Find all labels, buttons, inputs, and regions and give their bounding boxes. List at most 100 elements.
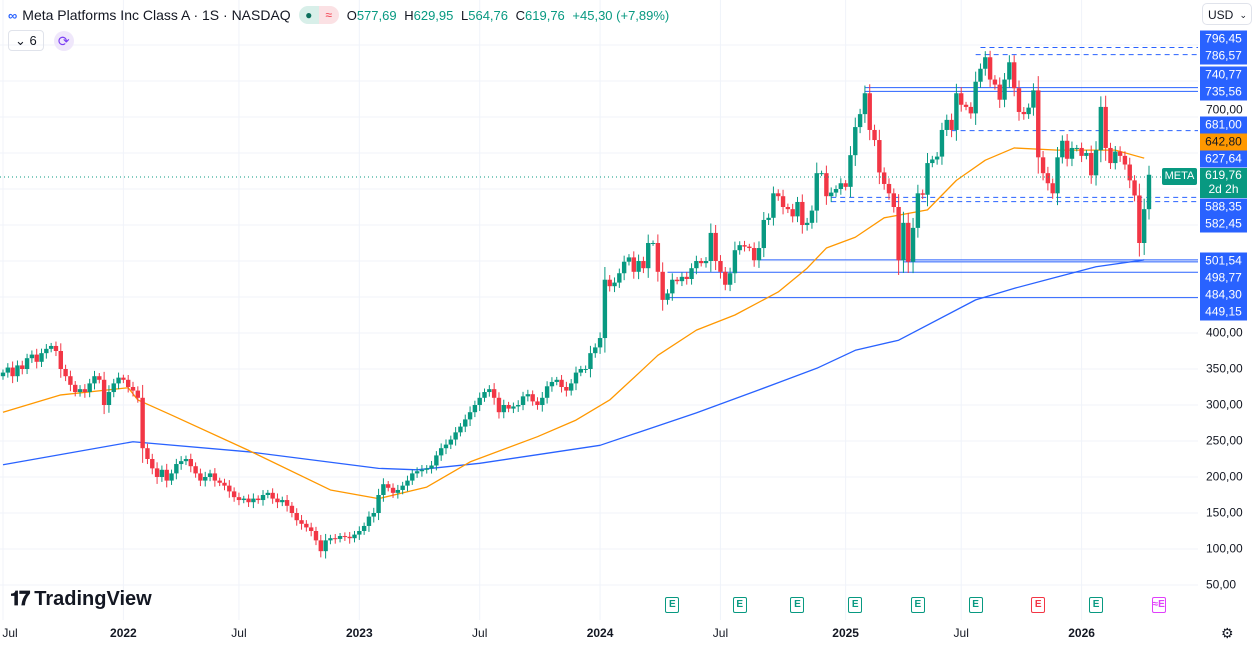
candle-up (487, 389, 492, 393)
candle-up (516, 405, 521, 407)
earnings-marker-icon[interactable]: E (790, 597, 805, 613)
candle-down (1045, 173, 1051, 184)
candle-down (496, 397, 502, 413)
candle-down (73, 384, 78, 393)
low-value: 564,76 (468, 7, 508, 23)
earnings-marker-icon[interactable]: E (1089, 597, 1104, 613)
candle-up (280, 500, 285, 503)
sync-icon[interactable]: ⟳ (53, 30, 74, 51)
candle-up (930, 159, 935, 164)
price-tick-label: 100,00 (1206, 541, 1243, 556)
candle-up (29, 354, 35, 359)
candle-up (915, 193, 921, 228)
time-tick-label: Jul (472, 626, 488, 640)
high-value: 629,95 (413, 7, 454, 23)
candle-up (0, 372, 6, 377)
symbol-title[interactable]: Meta Platforms Inc Class A · 1S · NASDAQ (22, 7, 291, 23)
candle-up (477, 397, 482, 405)
candle-up (727, 273, 733, 285)
candle-up (438, 448, 444, 456)
candle-up (650, 243, 656, 244)
candle-up (395, 489, 401, 493)
candle-down (308, 527, 314, 531)
candle-up (458, 426, 463, 433)
candle-up (665, 293, 670, 300)
level-label: 501,54 (1200, 252, 1247, 270)
market-status-pill[interactable]: ● ≈ (298, 6, 339, 24)
candle-up (708, 232, 714, 261)
candle-down (342, 536, 348, 538)
ma-fast-label: 642,80 (1200, 133, 1247, 151)
candle-down (641, 261, 646, 269)
candle-up (761, 219, 766, 249)
candle-down (886, 183, 892, 194)
candle-up (15, 365, 20, 377)
candle-down (742, 245, 747, 247)
candle-down (289, 505, 295, 513)
time-tick-label: Jul (953, 626, 969, 640)
candle-down (217, 480, 222, 483)
candle-up (1113, 151, 1118, 164)
candle-down (347, 536, 352, 539)
candle-up (1074, 147, 1079, 149)
candle-up (39, 353, 44, 362)
settings-icon[interactable]: ⚙ (1221, 625, 1234, 641)
candle-up (111, 383, 116, 393)
indicators-toggle-button[interactable]: ⌄ 6 (8, 30, 44, 51)
candle-down (1079, 147, 1084, 156)
tradingview-logo[interactable]: 𝟏𝟕 TradingView (10, 588, 152, 610)
candle-down (275, 498, 280, 503)
candle-down (698, 261, 704, 264)
candle-down (684, 276, 689, 279)
candle-up (260, 495, 266, 501)
earnings-marker-icon[interactable]: E (910, 597, 925, 613)
candle-down (1021, 111, 1027, 115)
candle-up (862, 93, 868, 115)
time-tick-label: Jul (712, 626, 729, 640)
candle-up (87, 383, 92, 393)
candle-up (737, 245, 742, 251)
candle-up (361, 525, 367, 531)
candle-up (901, 222, 906, 261)
candle-up (578, 369, 584, 373)
candle-up (429, 465, 434, 469)
candle-up (670, 279, 675, 294)
candle-up (954, 93, 959, 130)
candle-up (583, 369, 588, 370)
candle-up (251, 498, 256, 503)
earnings-marker-icon[interactable]: E (732, 597, 747, 613)
earnings-marker-icon[interactable]: E (848, 597, 863, 613)
candle-up (983, 57, 988, 69)
candle-up (703, 261, 709, 264)
candle-down (723, 271, 728, 285)
candle-up (352, 534, 357, 539)
level-label: 582,45 (1200, 215, 1247, 233)
change-value: +45,30 (+7,89%) (572, 7, 670, 23)
candle-down (193, 466, 198, 474)
earnings-marker-icon[interactable]: E (665, 597, 680, 613)
candle-down (1103, 106, 1108, 148)
candle-up (848, 155, 853, 187)
candle-up (24, 358, 30, 369)
candle-up (419, 469, 425, 472)
candle-up (568, 383, 574, 391)
candle-down (1137, 195, 1142, 243)
earnings-marker-icon[interactable]: E (1031, 597, 1046, 613)
candle-down (63, 369, 68, 377)
earnings-marker-icon[interactable]: E (968, 597, 983, 613)
candle-up (795, 201, 800, 217)
earnings-marker-icon[interactable]: ≈E (1151, 597, 1166, 613)
candle-down (125, 379, 131, 387)
candle-up (804, 222, 810, 225)
price-tick-label: 250,00 (1206, 433, 1243, 448)
candle-down (68, 376, 73, 385)
chevron-down-icon: ⌄ (1239, 10, 1247, 20)
candle-up (472, 405, 478, 413)
candle-up (593, 347, 598, 354)
candle-down (53, 345, 59, 351)
currency-select[interactable]: USD ⌄ (1202, 3, 1252, 25)
candle-down (920, 193, 925, 195)
level-label: 449,15 (1200, 303, 1247, 321)
candle-up (1098, 106, 1104, 151)
